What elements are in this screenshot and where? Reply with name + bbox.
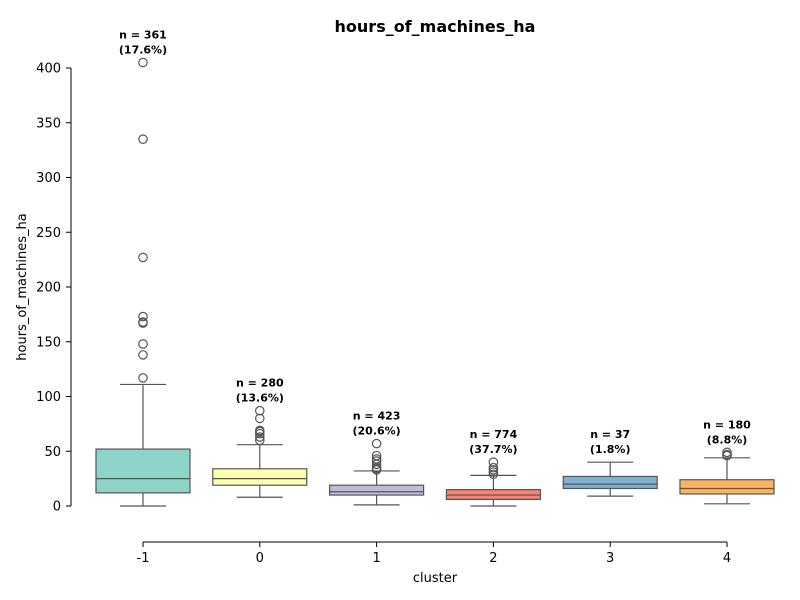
- outlier-point: [138, 311, 148, 322]
- y-tick-label: 200: [36, 281, 61, 296]
- box-iqr: [95, 448, 191, 494]
- percent-label: (13.6%): [236, 392, 284, 405]
- count-label: n = 361: [119, 29, 167, 42]
- count-label: n = 180: [703, 418, 751, 431]
- outlier-point: [138, 373, 148, 383]
- box-iqr: [679, 479, 775, 495]
- y-tick-label: 300: [36, 171, 61, 186]
- outlier-point: [138, 134, 148, 144]
- y-tick-label: 50: [44, 445, 61, 460]
- x-tick-label: 3: [606, 551, 614, 566]
- box-group-2: n = 774 (37.7%): [445, 428, 541, 507]
- x-tick-label: 4: [723, 551, 731, 566]
- outlier-point: [371, 438, 382, 449]
- outlier-point: [254, 405, 265, 416]
- box-group-0: n = 280 (13.6%): [212, 377, 308, 498]
- outlier-point: [488, 457, 499, 467]
- box-group-4: n = 180 (8.8%): [679, 418, 775, 505]
- outlier-point: [138, 57, 148, 68]
- box-iqr: [329, 484, 425, 496]
- x-ticks: -1 0 1 2 3 4: [137, 542, 731, 566]
- x-tick-label: 0: [256, 551, 264, 566]
- y-tick-label: 150: [36, 335, 61, 350]
- percent-label: (8.8%): [707, 433, 748, 446]
- box-group--1: n = 361 (17.6%): [95, 29, 191, 507]
- y-tick-label: 100: [36, 390, 61, 405]
- box-iqr: [212, 468, 308, 486]
- percent-label: (17.6%): [119, 44, 167, 57]
- outlier-point: [254, 425, 265, 436]
- outlier-point: [254, 432, 265, 442]
- outlier-point: [371, 454, 382, 464]
- percent-label: (37.7%): [469, 443, 517, 456]
- y-tick-label: 0: [53, 500, 61, 515]
- outlier-point: [371, 450, 382, 461]
- percent-label: (1.8%): [590, 443, 631, 456]
- count-label: n = 423: [353, 410, 401, 423]
- outlier-point: [138, 350, 148, 360]
- outlier-point: [722, 447, 732, 458]
- y-axis-label: hours_of_machines_ha: [15, 213, 30, 360]
- count-label: n = 774: [470, 428, 518, 441]
- y-tick-label: 400: [36, 62, 61, 77]
- outlier-point: [138, 317, 148, 327]
- outlier-point: [254, 413, 265, 424]
- box-group-1: n = 423 (20.6%): [329, 410, 425, 506]
- count-label: n = 280: [236, 377, 284, 390]
- outlier-point: [488, 462, 499, 473]
- x-axis-label: cluster: [413, 571, 458, 586]
- outlier-point: [138, 339, 148, 349]
- x-tick-label: 1: [372, 551, 380, 566]
- y-tick-label: 350: [36, 116, 61, 131]
- x-tick-label: -1: [137, 551, 150, 566]
- boxes: n = 361 (17.6%) n = 280 (13.6%) n = 423 (20.6…: [95, 29, 775, 507]
- y-ticks: 0 50 100 150 200 250 300 350 400: [36, 62, 71, 515]
- count-label: n = 37: [590, 428, 630, 441]
- box-group-3: n = 37 (1.8%): [562, 428, 658, 497]
- outlier-point: [138, 252, 148, 263]
- y-tick-label: 250: [36, 226, 61, 241]
- percent-label: (20.6%): [352, 425, 400, 438]
- box-iqr: [562, 475, 658, 490]
- chart-title: hours_of_machines_ha: [335, 17, 536, 36]
- x-tick-label: 2: [489, 551, 497, 566]
